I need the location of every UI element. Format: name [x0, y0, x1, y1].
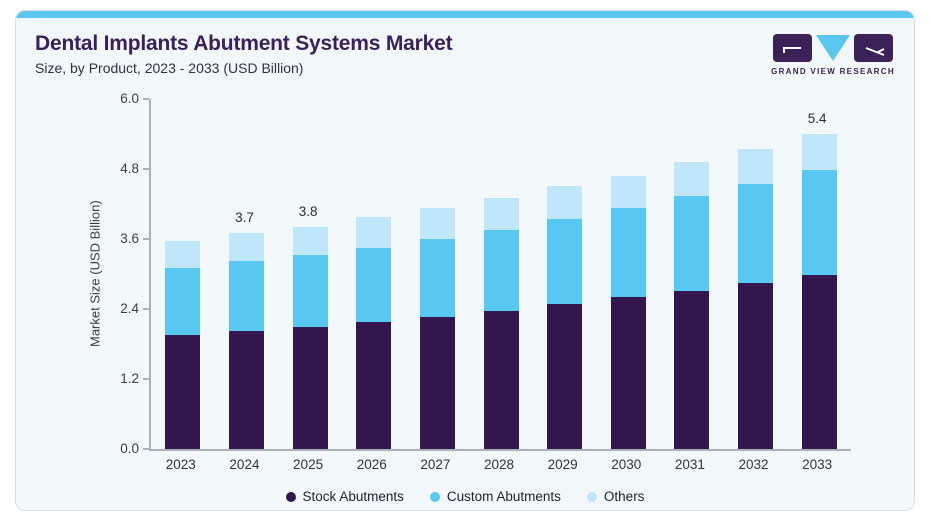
- bar-value-label-2025: 3.8: [298, 204, 318, 220]
- bar-segment-stock-abutments: [610, 297, 646, 449]
- logo-v-triangle-icon: [816, 35, 850, 61]
- bar-group-2026: [356, 216, 392, 449]
- legend-item-others: Others: [586, 489, 645, 504]
- x-tick-label-2027: 2027: [420, 457, 451, 472]
- bar-segment-stock-abutments: [674, 290, 710, 449]
- y-tick-label: 3.6: [120, 231, 139, 246]
- chart-header: Dental Implants Abutment Systems Market …: [35, 32, 898, 76]
- bar-segment-custom-abutments: [738, 183, 774, 284]
- y-tick-label: 1.2: [120, 371, 139, 386]
- legend-swatch-icon: [429, 491, 440, 502]
- stacked-bar-chart: Market Size (USD Billion) 0.0 1.2 2.4 3.6 4.…: [16, 11, 914, 510]
- bar-segment-others: [547, 186, 583, 220]
- chart-legend: Stock Abutments Custom Abutments Others: [16, 489, 914, 504]
- bar-segment-others: [738, 148, 774, 184]
- bar-segment-custom-abutments: [419, 239, 455, 317]
- bar-segment-custom-abutments: [356, 247, 392, 322]
- bar-segment-custom-abutments: [165, 268, 201, 335]
- x-tick-label-2032: 2032: [738, 457, 769, 472]
- bar-group-2030: [610, 175, 646, 449]
- legend-swatch-icon: [285, 491, 296, 502]
- logo-caption: GRAND VIEW RESEARCH: [771, 67, 895, 76]
- y-tick-mark: [143, 378, 149, 380]
- bar-segment-stock-abutments: [292, 326, 328, 449]
- bar-segment-custom-abutments: [801, 170, 837, 275]
- bar-group-2024: [228, 233, 264, 449]
- bar-segment-custom-abutments: [547, 219, 583, 304]
- logo-g-mark-icon: [773, 34, 812, 62]
- y-tick-mark: [143, 98, 149, 100]
- x-tick-label-2031: 2031: [674, 457, 705, 472]
- top-accent-bar: [16, 11, 914, 18]
- bar-segment-stock-abutments: [801, 274, 837, 449]
- bar-group-2031: [674, 162, 710, 449]
- bar-group-2032: [738, 148, 774, 449]
- y-tick-mark: [143, 308, 149, 310]
- gvr-logo: GRAND VIEW RESEARCH: [768, 34, 898, 76]
- x-tick-label-2028: 2028: [483, 457, 515, 472]
- x-tick-label-2030: 2030: [611, 457, 642, 472]
- bar-segment-stock-abutments: [483, 310, 519, 449]
- logo-r-mark-icon: [854, 34, 893, 62]
- x-tick-label-2023: 2023: [165, 457, 196, 472]
- bar-group-2028: [483, 197, 519, 449]
- x-tick-label-2026: 2026: [356, 457, 387, 472]
- bar-segment-stock-abutments: [356, 321, 392, 449]
- y-tick-mark: [143, 448, 149, 450]
- bar-segment-others: [483, 197, 519, 230]
- bar-segment-stock-abutments: [165, 334, 201, 449]
- legend-item-custom-abutments: Custom Abutments: [429, 489, 561, 504]
- bar-segment-others: [356, 216, 392, 248]
- y-axis-title: Market Size (USD Billion): [87, 200, 103, 348]
- bar-value-label-2024: 3.7: [235, 210, 254, 226]
- bar-segment-custom-abutments: [674, 196, 710, 291]
- bar-group-2027: [419, 208, 455, 449]
- bar-segment-others: [419, 208, 455, 240]
- y-tick-label: 0.0: [120, 441, 139, 456]
- bar-segment-stock-abutments: [547, 303, 583, 449]
- x-tick-label-2024: 2024: [229, 457, 260, 472]
- bar-segment-custom-abutments: [228, 261, 264, 331]
- bar-segment-others: [165, 241, 201, 269]
- page-subtitle: Size, by Product, 2023 - 2033 (USD Billi…: [35, 60, 304, 76]
- x-tick-label-2025: 2025: [293, 457, 324, 472]
- bar-group-2029: [547, 186, 583, 449]
- bar-segment-custom-abutments: [610, 208, 646, 298]
- page-title: Dental Implants Abutment Systems Market: [35, 32, 453, 55]
- y-tick-label: 6.0: [120, 91, 139, 106]
- bar-segment-others: [610, 175, 646, 209]
- y-tick-mark: [143, 168, 149, 170]
- y-tick-mark: [143, 238, 149, 240]
- chart-card: Dental Implants Abutment Systems Market …: [15, 10, 915, 511]
- bar-segment-others: [292, 227, 328, 256]
- gvr-logo-marks: [768, 34, 898, 62]
- bar-value-label-2033: 5.4: [807, 111, 827, 126]
- legend-item-stock-abutments: Stock Abutments: [285, 489, 404, 504]
- legend-swatch-icon: [586, 491, 597, 502]
- bar-segment-stock-abutments: [738, 283, 774, 449]
- bar-group-2033: [801, 134, 837, 449]
- bar-group-2023: [165, 241, 201, 449]
- y-tick-label: 4.8: [120, 161, 139, 176]
- bar-segment-others: [228, 233, 264, 262]
- legend-label: Stock Abutments: [302, 489, 404, 504]
- legend-label: Others: [603, 489, 645, 504]
- bar-segment-stock-abutments: [228, 330, 264, 449]
- bar-segment-others: [801, 134, 837, 171]
- bar-segment-custom-abutments: [292, 255, 328, 327]
- bar-segment-custom-abutments: [483, 229, 519, 311]
- bar-group-2025: [292, 227, 328, 449]
- x-tick-label-2029: 2029: [547, 457, 578, 472]
- plot-area: [149, 99, 851, 451]
- bar-segment-others: [674, 162, 710, 197]
- x-tick-label-2033: 2033: [802, 457, 833, 472]
- legend-label: Custom Abutments: [446, 489, 561, 504]
- bar-segment-stock-abutments: [419, 316, 455, 449]
- y-tick-label: 2.4: [120, 301, 139, 316]
